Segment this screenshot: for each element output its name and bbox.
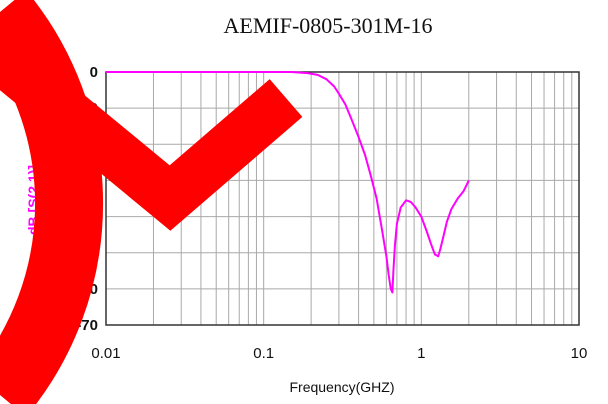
chart-title: AEMIF-0805-301M-16 xyxy=(224,13,433,38)
x-tick-label: 0.1 xyxy=(253,345,274,362)
x-tick-label: 1 xyxy=(417,345,425,362)
x-axis-title: Frequency(GHZ) xyxy=(289,379,394,395)
plot-frame xyxy=(105,71,580,326)
x-axis-ticks: 0.01 0.1 1 10 xyxy=(91,345,587,362)
y-tick-label: 0 xyxy=(90,64,98,81)
x-tick-label: 0.01 xyxy=(91,345,120,362)
series-layer xyxy=(106,71,470,294)
series-line xyxy=(106,71,470,294)
checkmark-watermark-icon xyxy=(0,0,303,404)
x-tick-label: 10 xyxy=(571,345,588,362)
watermark-checkmark xyxy=(0,28,303,231)
y-tick-label: -70 xyxy=(76,317,98,334)
